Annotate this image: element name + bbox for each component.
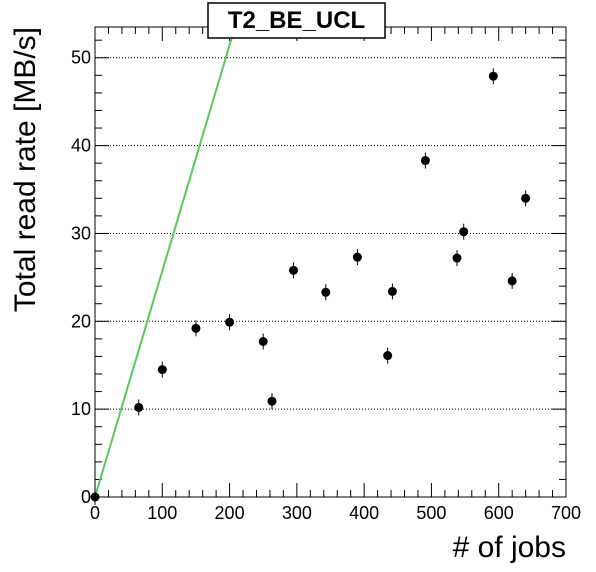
data-point xyxy=(225,317,235,327)
chart-title: T2_BE_UCL xyxy=(228,7,365,34)
x-tick-label: 600 xyxy=(484,503,514,523)
data-point xyxy=(452,253,462,263)
data-point xyxy=(321,287,331,297)
y-tick-label: 0 xyxy=(81,487,91,507)
x-tick-label: 700 xyxy=(551,503,581,523)
data-point xyxy=(191,323,201,333)
data-point xyxy=(387,286,397,296)
fit-line-group xyxy=(94,26,236,498)
data-point xyxy=(459,227,469,237)
x-tick-label: 0 xyxy=(90,503,100,523)
data-point xyxy=(383,351,393,361)
data-point xyxy=(134,402,144,412)
x-axis-title: # of jobs xyxy=(453,531,566,564)
axis-ticks xyxy=(94,27,567,498)
x-tick-label: 200 xyxy=(215,503,245,523)
x-tick-label: 500 xyxy=(416,503,446,523)
fit-line xyxy=(94,26,236,498)
title-box: T2_BE_UCL xyxy=(207,2,386,39)
data-point xyxy=(521,193,531,203)
data-point xyxy=(90,492,100,502)
data-point xyxy=(420,156,430,166)
data-point xyxy=(352,252,362,262)
x-tick-label: 400 xyxy=(349,503,379,523)
data-point xyxy=(488,71,498,81)
x-tick-label: 300 xyxy=(282,503,312,523)
data-point xyxy=(258,337,268,347)
y-tick-labels: 0 10 20 30 40 50 xyxy=(71,48,91,507)
y-tick-label: 10 xyxy=(71,399,91,419)
y-tick-label: 30 xyxy=(71,223,91,243)
grid-lines xyxy=(95,57,566,410)
y-tick-label: 40 xyxy=(71,136,91,156)
data-point xyxy=(288,265,298,275)
data-point xyxy=(267,396,277,406)
data-point xyxy=(507,276,517,286)
x-tick-label: 100 xyxy=(147,503,177,523)
y-axis-title: Total read rate [MB/s] xyxy=(9,27,42,312)
data-point xyxy=(157,365,167,375)
x-tick-labels: 0 100 200 300 400 500 600 700 xyxy=(90,503,581,523)
y-tick-label: 50 xyxy=(71,48,91,68)
data-points xyxy=(90,68,531,505)
y-tick-label: 20 xyxy=(71,311,91,331)
